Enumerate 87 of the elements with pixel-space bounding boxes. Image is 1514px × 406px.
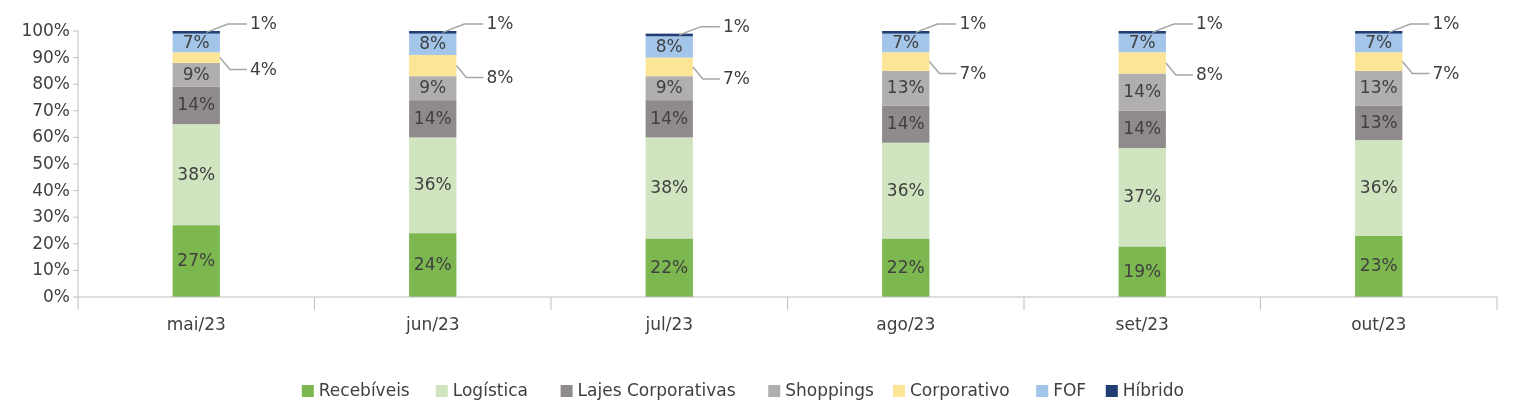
bar xyxy=(645,137,693,239)
data-label: 36% xyxy=(413,174,452,195)
bar xyxy=(1118,148,1166,247)
y-tick-label: 20% xyxy=(32,232,70,253)
data-label: 14% xyxy=(1123,81,1162,102)
bar xyxy=(409,31,457,34)
y-tick-label: 70% xyxy=(32,99,70,120)
data-label: 22% xyxy=(886,256,925,277)
data-label: 7% xyxy=(182,31,210,52)
bar xyxy=(172,124,220,226)
data-label: 14% xyxy=(886,113,925,134)
data-label: 13% xyxy=(1359,111,1398,132)
data-label: 8% xyxy=(1195,63,1223,84)
data-label: 24% xyxy=(413,254,452,275)
legend-label: Logística xyxy=(452,380,528,400)
legend-label: Corporativo xyxy=(910,380,1010,400)
data-label: 14% xyxy=(1123,118,1162,139)
bar xyxy=(882,238,930,297)
bar xyxy=(645,238,693,297)
data-label: 36% xyxy=(886,179,925,200)
bar xyxy=(882,142,930,239)
data-label: 9% xyxy=(419,77,447,98)
y-tick-label: 100% xyxy=(21,20,70,40)
data-label: 1% xyxy=(1432,13,1460,33)
data-label: 27% xyxy=(177,250,216,271)
data-label: 7% xyxy=(1365,31,1393,52)
bar xyxy=(172,225,220,297)
bar xyxy=(409,233,457,297)
data-label: 23% xyxy=(1359,255,1398,276)
bar xyxy=(1355,31,1403,34)
data-label: 14% xyxy=(650,107,689,128)
data-label: 8% xyxy=(655,35,683,56)
legend-label: Híbrido xyxy=(1122,380,1184,400)
data-label: 22% xyxy=(650,256,689,277)
data-label: 7% xyxy=(892,31,920,52)
x-tick-label: set/23 xyxy=(1115,314,1169,334)
x-tick-label: mai/23 xyxy=(166,314,226,334)
data-label: 37% xyxy=(1123,186,1162,207)
bar xyxy=(1118,52,1166,74)
x-tick-label: jul/23 xyxy=(644,314,694,334)
bar xyxy=(1118,31,1166,34)
data-label: 7% xyxy=(1128,31,1156,52)
bar xyxy=(1355,140,1403,236)
data-label: 1% xyxy=(486,13,514,33)
legend-label: Recebíveis xyxy=(318,380,410,400)
data-label: 14% xyxy=(177,94,216,115)
data-label: 7% xyxy=(1432,62,1460,83)
y-tick-label: 40% xyxy=(32,179,70,200)
y-tick-label: 90% xyxy=(32,46,70,67)
bar xyxy=(882,31,930,34)
legend-label: Shoppings xyxy=(785,380,875,400)
data-label: 1% xyxy=(249,13,277,33)
data-label: 36% xyxy=(1359,176,1398,197)
y-tick-label: 50% xyxy=(32,153,70,173)
bar xyxy=(172,31,220,34)
bar xyxy=(645,57,693,77)
data-label: 7% xyxy=(959,62,987,83)
data-label: 38% xyxy=(177,163,216,184)
legend-label: FOF xyxy=(1053,380,1087,400)
data-label: 9% xyxy=(182,63,210,84)
bar xyxy=(172,52,220,63)
y-tick-label: 30% xyxy=(32,206,70,227)
y-tick-label: 10% xyxy=(32,259,70,280)
bar xyxy=(409,137,457,234)
data-label: 13% xyxy=(886,77,925,98)
data-label: 14% xyxy=(413,107,452,128)
y-tick-label: 0% xyxy=(43,286,70,306)
x-tick-label: out/23 xyxy=(1351,314,1407,334)
data-label: 38% xyxy=(650,176,689,197)
data-label: 19% xyxy=(1123,260,1162,281)
data-label: 8% xyxy=(419,33,447,54)
bar xyxy=(409,54,457,77)
bar xyxy=(882,52,930,71)
y-tick-label: 60% xyxy=(32,126,70,147)
data-label: 1% xyxy=(722,15,750,36)
legend-label: Lajes Corporativas xyxy=(577,380,736,400)
x-tick-label: jun/23 xyxy=(404,314,460,334)
data-label: 7% xyxy=(722,67,750,88)
y-tick-label: 80% xyxy=(32,73,70,94)
data-label: 8% xyxy=(486,66,514,87)
data-label: 4% xyxy=(249,58,277,79)
data-label: 1% xyxy=(1195,13,1223,33)
data-label: 1% xyxy=(959,13,987,33)
bar xyxy=(1355,52,1403,71)
x-tick-label: ago/23 xyxy=(876,314,936,334)
data-label: 13% xyxy=(1359,77,1398,98)
data-label: 9% xyxy=(655,77,683,98)
